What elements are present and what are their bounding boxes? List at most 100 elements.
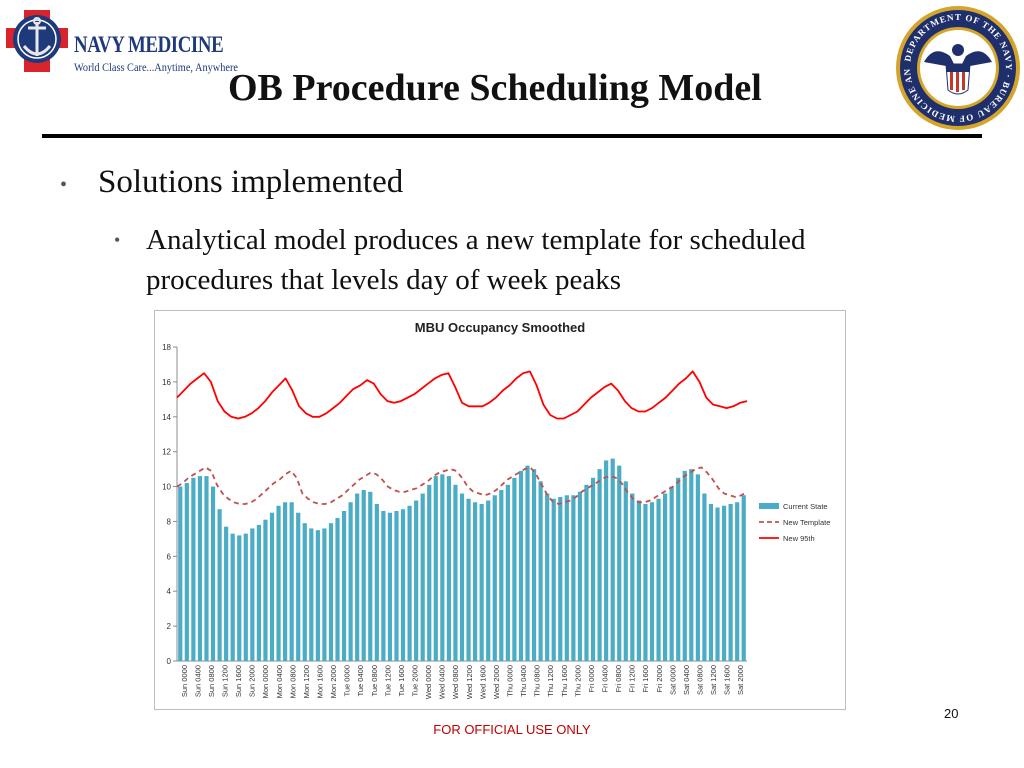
bar-current-state	[545, 493, 550, 661]
bar-current-state	[518, 470, 524, 661]
bullet-text: Solutions implemented	[98, 164, 404, 200]
bar-current-state	[702, 493, 707, 661]
bar-current-state	[499, 490, 504, 661]
bar-current-state	[604, 460, 609, 661]
bar-current-state	[571, 495, 576, 661]
bar-current-state	[328, 523, 334, 661]
bar-current-state	[296, 512, 301, 661]
bar-current-state	[237, 535, 242, 661]
y-tick-label: 4	[167, 587, 172, 596]
x-tick-label: Sat 1200	[709, 665, 718, 695]
x-tick-label: Sat 2000	[736, 665, 745, 695]
bar-current-state	[250, 528, 255, 661]
x-tick-label: Mon 0000	[261, 665, 270, 698]
bar-current-state	[256, 524, 261, 661]
bar-current-state	[623, 481, 628, 661]
legend-label: Current State	[783, 502, 828, 511]
x-tick-label: Sun 1200	[221, 665, 230, 697]
chart-canvas: MBU Occupancy Smoothed 0 2 4 6 8 10 12 14 16 18 Sun…	[162, 320, 830, 699]
bar-current-state	[649, 502, 655, 661]
x-tick-label: Wed 1600	[478, 665, 487, 699]
bar-current-state	[387, 512, 393, 661]
bar-current-state	[269, 512, 275, 661]
x-tick-label: Fri 0000	[587, 665, 596, 693]
bar-current-state	[492, 495, 497, 661]
bar-current-state	[315, 530, 320, 661]
x-tick-label: Wed 0800	[451, 665, 460, 699]
x-tick-label: Sun 0400	[193, 665, 202, 697]
chart-title: MBU Occupancy Smoothed	[415, 320, 586, 335]
x-tick-label: Wed 1200	[465, 665, 474, 699]
x-tick-label: Tue 2000	[411, 665, 420, 696]
x-tick-label: Wed 0000	[424, 665, 433, 699]
bar-current-state	[676, 477, 681, 661]
x-tick-label: Fri 2000	[655, 665, 664, 693]
bar-current-state	[531, 469, 537, 661]
x-tick-label: Sun 2000	[248, 665, 257, 697]
x-tick-label: Sat 1600	[723, 665, 732, 695]
bar-current-state	[276, 505, 281, 661]
bar-current-state	[486, 500, 491, 661]
bar-current-state	[656, 498, 661, 661]
bar-current-state	[309, 528, 314, 661]
x-tick-label: Thu 1600	[560, 665, 569, 697]
bar-current-state	[715, 507, 720, 661]
x-tick-label: Thu 2000	[573, 665, 582, 697]
y-tick-label: 18	[162, 343, 171, 352]
bar-current-state	[728, 504, 733, 661]
x-tick-label: Mon 1600	[316, 665, 325, 698]
bar-current-state	[512, 477, 517, 661]
x-tick-label: Sun 1600	[234, 665, 243, 697]
bar-current-state	[433, 476, 438, 661]
bar-current-state	[577, 491, 583, 661]
bar-current-state	[446, 476, 451, 661]
x-tick-label: Thu 0400	[519, 665, 528, 697]
bar-current-state	[191, 477, 196, 661]
bar-current-state	[400, 509, 406, 661]
x-tick-label: Fri 1600	[641, 665, 650, 693]
bar-current-state	[197, 476, 203, 661]
bar-current-state	[355, 493, 360, 661]
x-tick-label: Thu 0000	[506, 665, 515, 697]
brand-name: NAVY MEDICINE	[74, 32, 224, 57]
x-tick-label: Wed 2000	[492, 665, 501, 699]
x-tick-label: Fri 1200	[628, 665, 637, 693]
bar-current-state	[368, 491, 373, 661]
legend-swatch-current-state	[759, 503, 779, 509]
x-tick-label: Tue 0400	[356, 665, 365, 696]
bar-current-state	[669, 486, 674, 661]
y-tick-label: 2	[167, 622, 172, 631]
bar-current-state	[584, 484, 589, 661]
bar-current-state	[551, 498, 556, 661]
bar-current-state	[643, 504, 648, 661]
bar-current-state	[663, 493, 668, 661]
bar-current-state	[289, 502, 294, 661]
bar-current-state	[348, 502, 353, 661]
page-number: 20	[944, 706, 959, 721]
x-tick-label: Sat 0400	[682, 665, 691, 695]
bar-current-state	[558, 497, 563, 661]
bar-current-state	[610, 458, 615, 661]
bar-current-state	[341, 510, 347, 661]
bar-current-state	[178, 486, 183, 661]
anchor-cross-icon	[6, 10, 68, 72]
legend-label: New Template	[783, 518, 830, 527]
classification-footer: FOR OFFICIAL USE ONLY	[433, 722, 591, 737]
bar-current-state	[283, 502, 288, 661]
bar-current-state	[302, 523, 307, 661]
bar-current-state	[617, 465, 622, 661]
bar-current-state	[708, 504, 714, 661]
bar-current-state	[459, 493, 465, 661]
bar-current-state	[263, 519, 268, 661]
bar-current-state	[322, 528, 327, 661]
bar-current-state	[374, 504, 379, 661]
bar-current-state	[630, 493, 635, 661]
bar-current-state	[466, 498, 471, 661]
line-new-95th	[176, 370, 748, 420]
bar-current-state	[394, 510, 399, 661]
x-tick-label: Tue 1200	[383, 665, 392, 696]
x-tick-label: Mon 0800	[288, 665, 297, 698]
bar-current-state	[381, 510, 386, 661]
bar-current-state	[735, 502, 740, 661]
y-tick-label: 16	[162, 378, 171, 387]
